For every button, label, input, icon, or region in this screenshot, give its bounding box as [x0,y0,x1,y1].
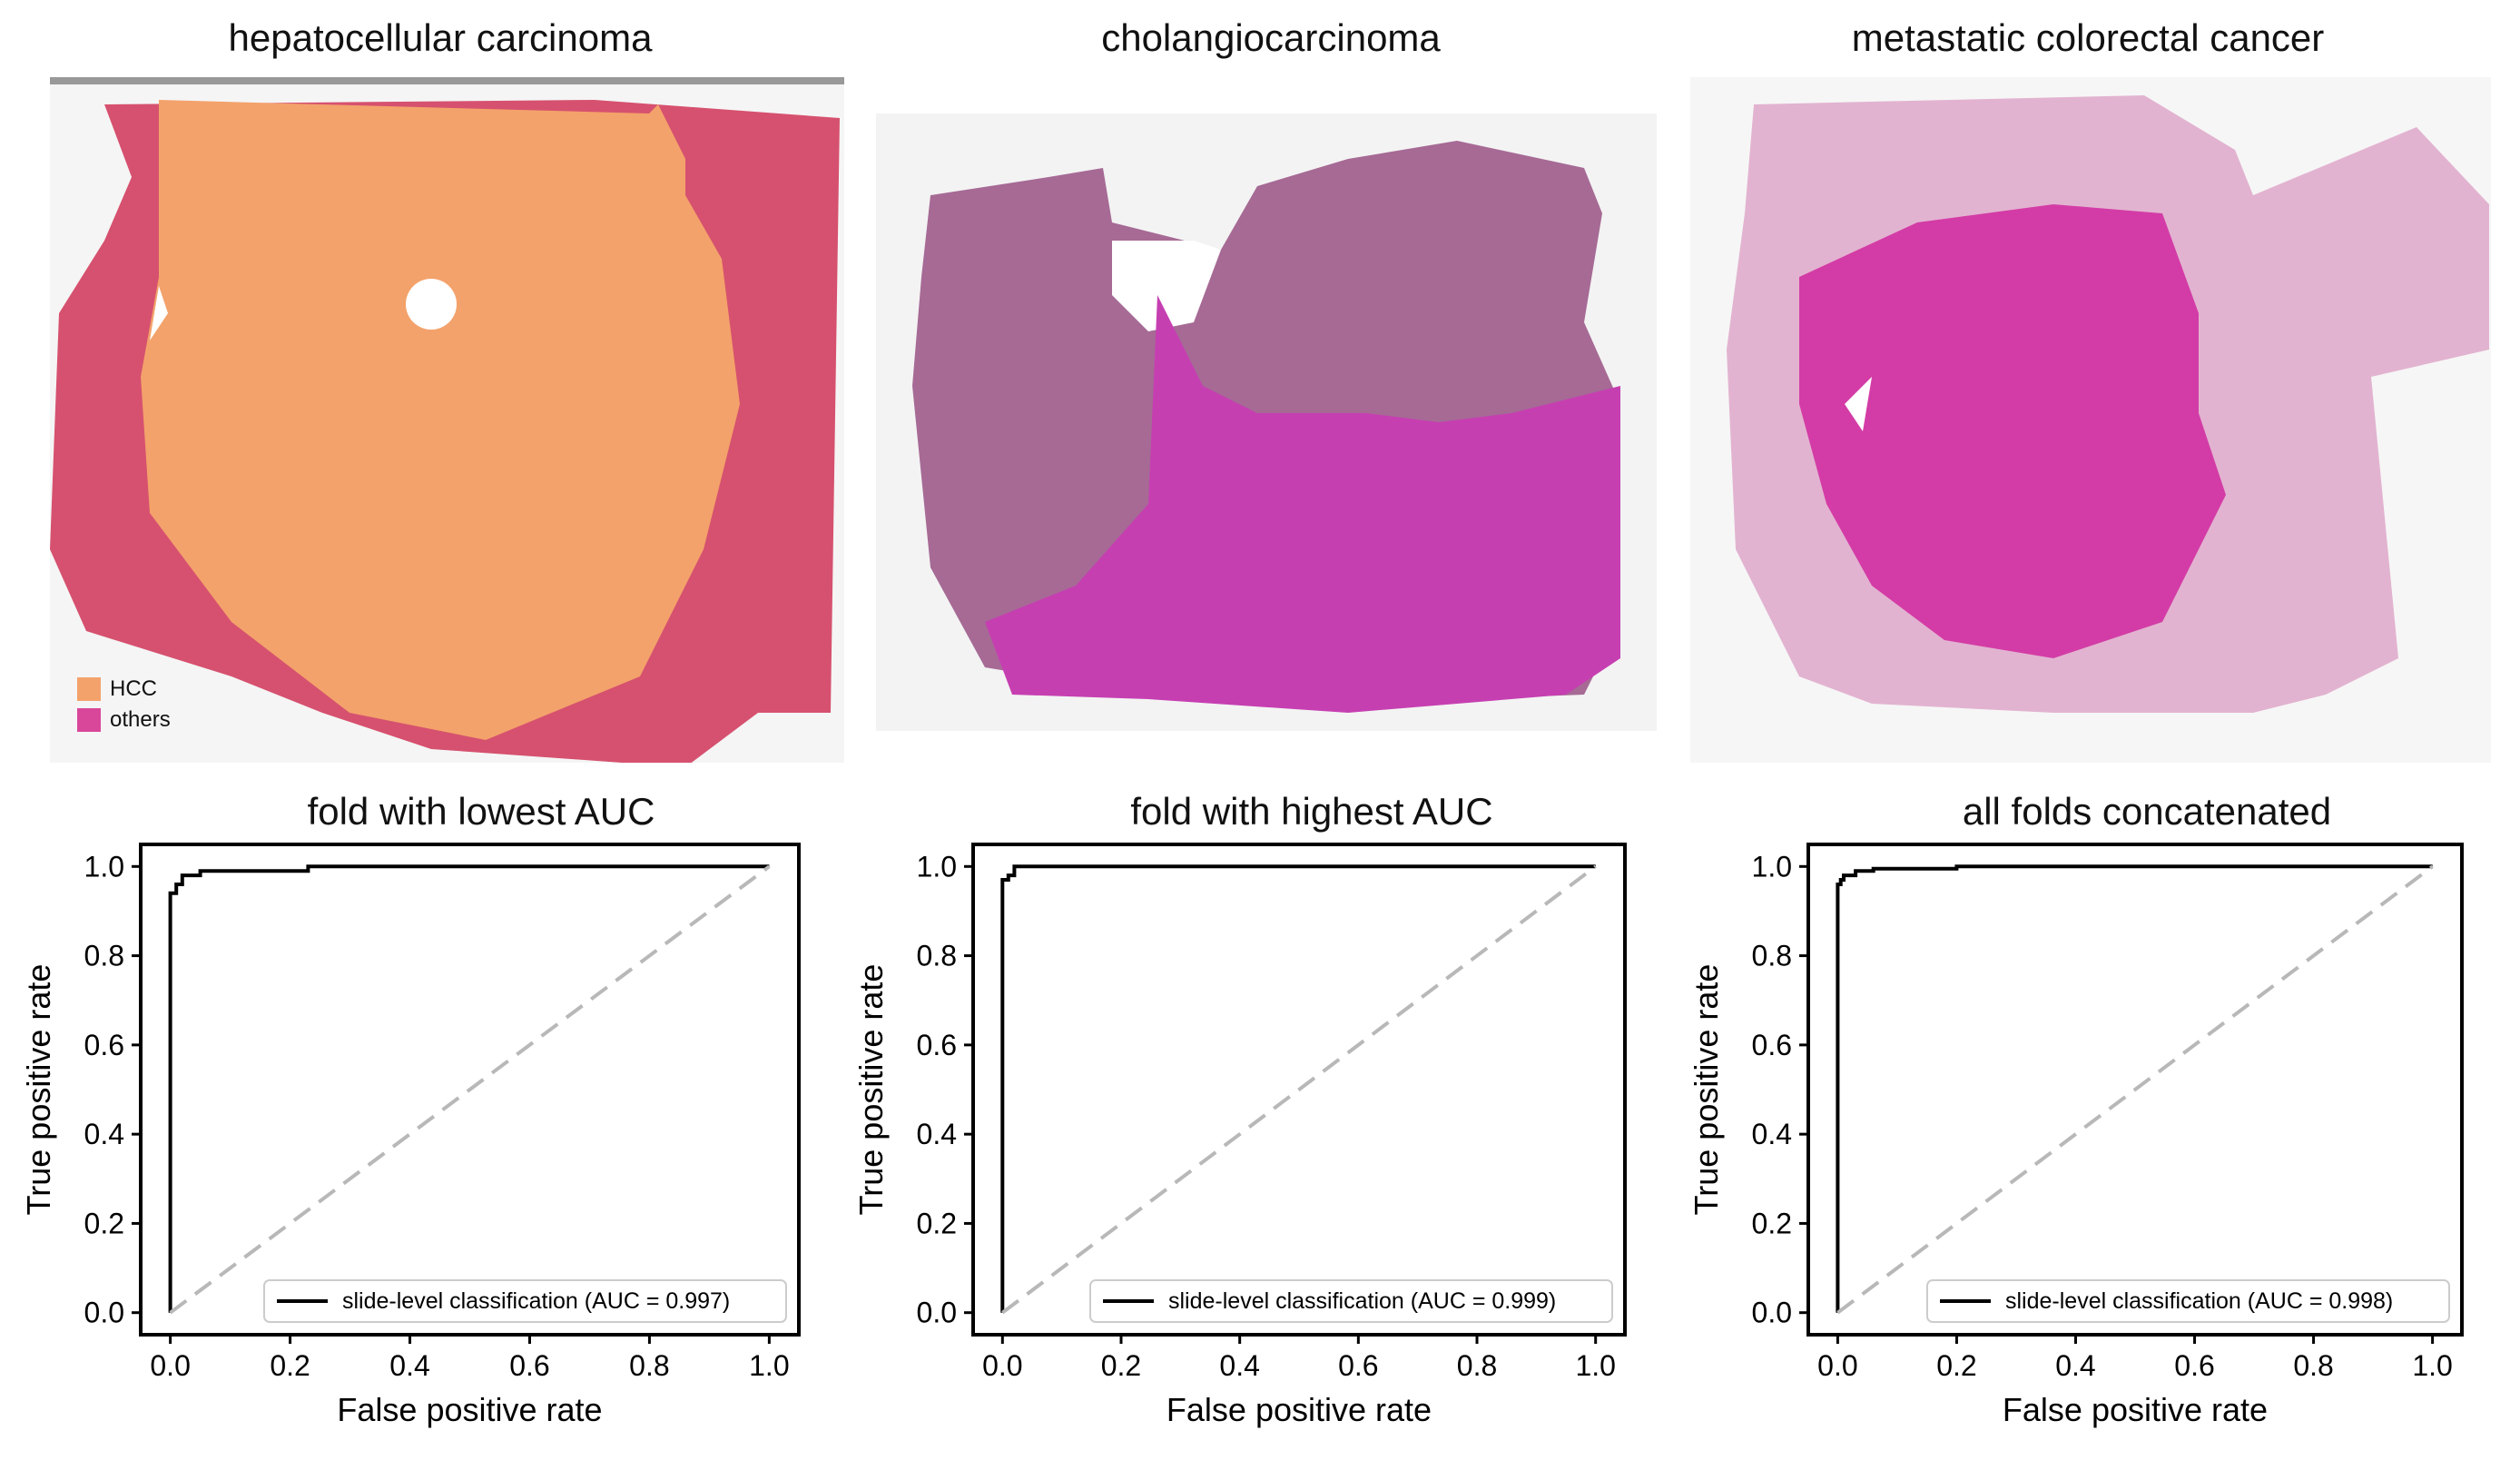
roc-curve [1000,864,1596,1313]
x-axis-label: False positive rate [2003,1391,2268,1428]
x-tick-label: 0.4 [389,1349,429,1382]
y-axis-label: True positive rate [852,964,890,1216]
x-tick-label: 1.0 [749,1349,789,1382]
x-tick-label: 0.8 [1457,1349,1497,1382]
x-tick-label: 0.6 [509,1349,549,1382]
y-tick-label: 0.2 [917,1207,957,1239]
roc-curve [1836,864,2433,1313]
legend-label: slide-level classification (AUC = 0.999) [1168,1288,1556,1314]
x-tick-label: 0.8 [2293,1349,2333,1382]
slide-image-cca [876,113,1657,731]
x-axis-label: False positive rate [337,1391,602,1428]
y-tick-label: 0.8 [1752,940,1792,972]
chance-line [169,864,771,1315]
x-tick-label: 0.8 [629,1349,669,1382]
y-tick-label: 1.0 [1752,850,1792,883]
y-tick-label: 1.0 [84,850,124,883]
y-tick-label: 0.2 [1752,1207,1792,1239]
legend-swatch-hcc [77,677,101,701]
chart-title-all: all folds concatenated [1962,790,2332,833]
hcc-region [141,100,740,740]
y-tick-label: 0.4 [917,1118,957,1150]
chance-line [1001,864,1597,1315]
x-tick-label: 0.2 [1936,1349,1976,1382]
x-tick-label: 0.6 [2174,1349,2214,1382]
x-tick-label: 0.0 [150,1349,190,1382]
legend-box [263,1279,787,1323]
legend-box [1089,1279,1613,1323]
slide-legend: HCC others [77,676,171,733]
y-tick-label: 0.8 [84,940,124,972]
roc-chart-all: 0.0 0.2 0.4 0.6 0.8 1.0 0.0 0.2 0.4 0.6 0.8 1.0 Fals… [1670,840,2520,1470]
x-tick-label: 0.4 [2055,1349,2095,1382]
y-tick-label: 0.6 [917,1029,957,1061]
chart-title-highest: fold with highest AUC [1130,790,1493,833]
roc-chart-highest: 0.0 0.2 0.4 0.6 0.8 1.0 0.0 0.2 0.4 0.6 0.8 1.0 Fals… [835,840,1675,1470]
y-tick-label: 0.0 [84,1297,124,1329]
legend-label: slide-level classification (AUC = 0.997) [342,1288,730,1314]
legend-swatch-others [77,708,101,732]
roc-plot-highest: 0.0 0.2 0.4 0.6 0.8 1.0 0.0 0.2 0.4 0.6 0.8 1.0 Fals… [852,843,1627,1428]
tumor-region [985,295,1620,713]
chart-legend: slide-level classification (AUC = 0.997) [263,1279,787,1323]
y-axis-label: True positive rate [1688,964,1725,1216]
x-tick-label: 0.0 [982,1349,1022,1382]
y-tick-label: 0.6 [1752,1029,1792,1061]
y-tick-label: 0.0 [917,1297,957,1329]
y-tick-label: 1.0 [917,850,957,883]
legend-box [1926,1279,2450,1323]
slide-title-mcrc: metastatic colorectal cancer [1851,16,2325,59]
y-tick-label: 0.2 [84,1207,124,1239]
x-tick-label: 0.6 [1338,1349,1378,1382]
y-tick-label: 0.4 [84,1118,124,1150]
x-tick-label: 1.0 [2412,1349,2452,1382]
y-tick-label: 0.8 [917,940,957,972]
tumor-region [1799,204,2226,658]
chart-title-lowest: fold with lowest AUC [307,790,655,833]
slide-image-hcc: HCC others [50,77,844,763]
slide-title-hcc: hepatocellular carcinoma [228,16,653,59]
legend-label-others: others [110,707,171,732]
chart-legend: slide-level classification (AUC = 0.998) [1926,1279,2450,1323]
y-axis-label: True positive rate [20,964,57,1216]
x-tick-label: 0.2 [1101,1349,1141,1382]
x-tick-label: 0.2 [270,1349,310,1382]
y-tick-label: 0.0 [1752,1297,1792,1329]
slide-image-mcrc [1690,77,2491,763]
chart-legend: slide-level classification (AUC = 0.999) [1089,1279,1613,1323]
x-tick-label: 0.4 [1219,1349,1259,1382]
y-tick-label: 0.6 [84,1029,124,1061]
legend-label-hcc: HCC [110,676,157,701]
roc-curve [168,864,770,1313]
roc-plot-lowest: 0.0 0.2 0.4 0.6 0.8 1.0 0.0 0.2 0.4 0.6 0.8 1.0 Fals… [20,843,801,1428]
slide-title-cca: cholangiocarcinoma [1101,16,1441,59]
legend-label: slide-level classification (AUC = 0.998) [2005,1288,2393,1314]
x-tick-label: 0.0 [1817,1349,1857,1382]
chance-line [1836,864,2434,1315]
y-tick-label: 0.4 [1752,1118,1792,1150]
roc-chart-lowest: 0.0 0.2 0.4 0.6 0.8 1.0 0.0 0.2 0.4 0.6 0.8 1.0 Fals… [0,840,844,1470]
x-axis-label: False positive rate [1166,1391,1432,1428]
x-tick-label: 1.0 [1575,1349,1615,1382]
roc-plot-all: 0.0 0.2 0.4 0.6 0.8 1.0 0.0 0.2 0.4 0.6 0.8 1.0 Fals… [1688,843,2464,1428]
